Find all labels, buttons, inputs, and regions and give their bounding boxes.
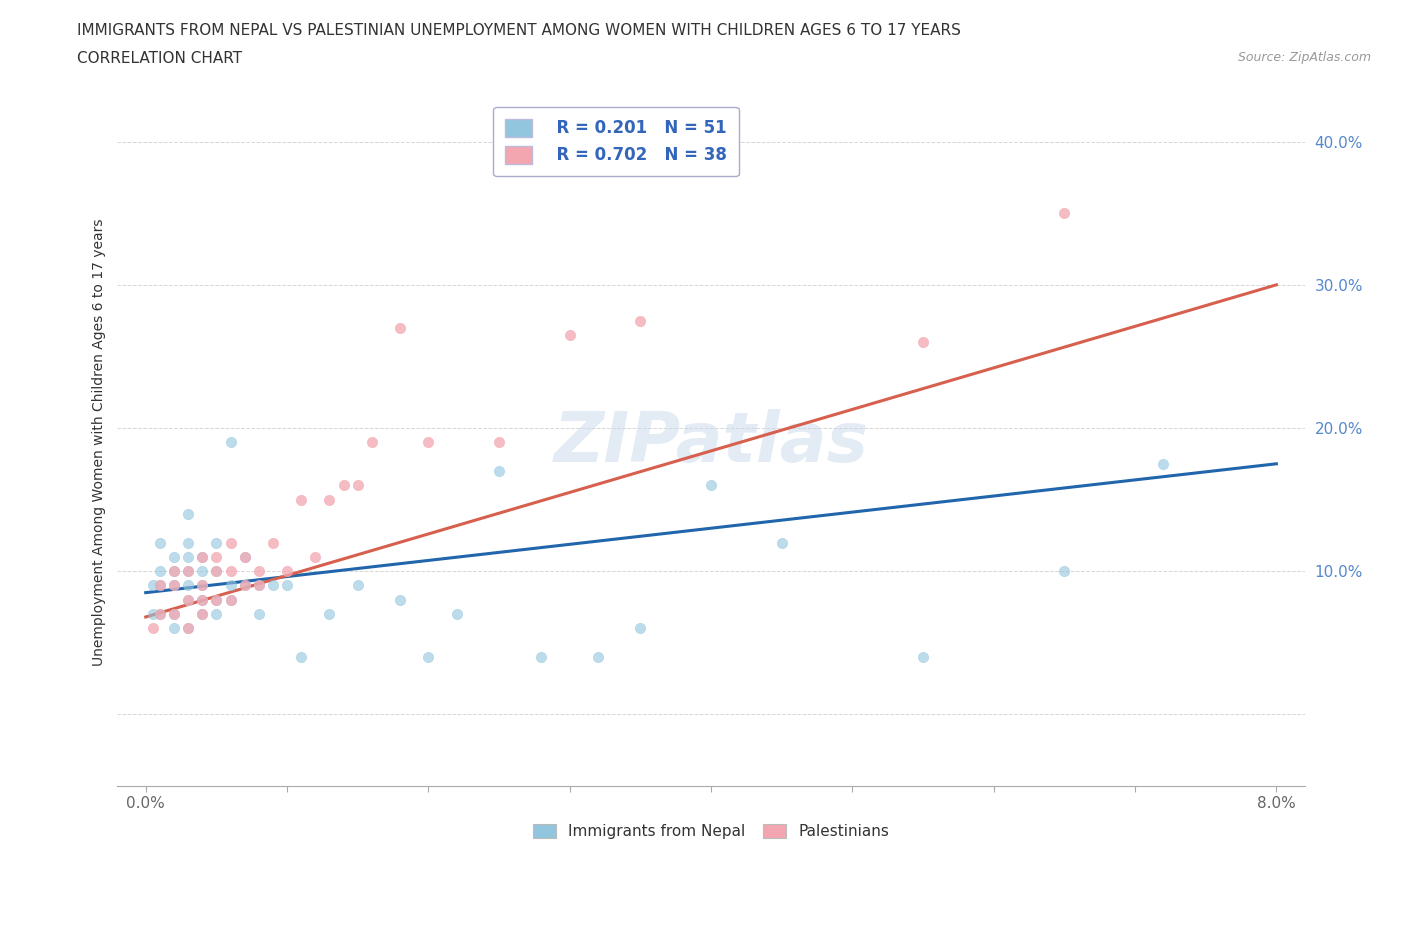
Point [1152,457,1174,472]
Point [205,606,228,621]
Point [233,550,256,565]
Point [177,592,200,607]
Point [205,592,228,607]
Point [262,535,284,550]
Point [191,606,214,621]
Point [191,592,214,607]
Point [191,578,214,593]
Point [586,650,609,665]
Point [1053,206,1076,220]
Point [177,578,200,593]
Point [177,621,200,636]
Point [149,578,172,593]
Point [446,606,468,621]
Point [360,435,382,450]
Point [219,435,242,450]
Point [346,478,368,493]
Point [142,621,165,636]
Point [233,550,256,565]
Point [488,435,510,450]
Point [912,650,935,665]
Point [389,592,412,607]
Point [247,564,270,578]
Point [247,578,270,593]
Point [149,564,172,578]
Point [142,578,165,593]
Point [219,535,242,550]
Point [149,578,172,593]
Point [219,592,242,607]
Text: CORRELATION CHART: CORRELATION CHART [77,51,242,66]
Point [219,592,242,607]
Point [219,564,242,578]
Point [318,606,340,621]
Text: IMMIGRANTS FROM NEPAL VS PALESTINIAN UNEMPLOYMENT AMONG WOMEN WITH CHILDREN AGES: IMMIGRANTS FROM NEPAL VS PALESTINIAN UNE… [77,23,962,38]
Point [177,535,200,550]
Point [163,564,186,578]
Point [191,592,214,607]
Point [177,564,200,578]
Point [191,578,214,593]
Point [219,578,242,593]
Point [346,578,368,593]
Point [163,606,186,621]
Point [163,606,186,621]
Point [332,478,354,493]
Point [247,578,270,593]
Point [205,564,228,578]
Point [177,592,200,607]
Point [149,606,172,621]
Point [700,478,723,493]
Point [177,621,200,636]
Point [912,335,935,350]
Point [389,320,412,335]
Point [318,492,340,507]
Point [290,650,312,665]
Point [163,578,186,593]
Point [247,606,270,621]
Point [177,507,200,522]
Y-axis label: Unemployment Among Women with Children Ages 6 to 17 years: Unemployment Among Women with Children A… [93,219,107,666]
Point [304,550,326,565]
Point [163,621,186,636]
Point [205,564,228,578]
Point [142,606,165,621]
Point [262,578,284,593]
Point [191,564,214,578]
Point [276,564,298,578]
Point [163,564,186,578]
Point [191,550,214,565]
Point [191,550,214,565]
Point [628,621,651,636]
Point [163,578,186,593]
Point [233,578,256,593]
Legend: Immigrants from Nepal, Palestinians: Immigrants from Nepal, Palestinians [524,817,897,847]
Point [149,606,172,621]
Point [205,592,228,607]
Point [177,550,200,565]
Point [163,550,186,565]
Point [628,313,651,328]
Point [205,535,228,550]
Point [205,550,228,565]
Point [1053,564,1076,578]
Point [418,435,440,450]
Point [530,650,553,665]
Point [191,606,214,621]
Point [558,327,581,342]
Point [149,535,172,550]
Text: ZIPatlas: ZIPatlas [554,409,869,476]
Point [233,578,256,593]
Point [770,535,793,550]
Point [276,578,298,593]
Point [177,564,200,578]
Text: Source: ZipAtlas.com: Source: ZipAtlas.com [1237,51,1371,64]
Point [488,463,510,478]
Point [418,650,440,665]
Point [290,492,312,507]
